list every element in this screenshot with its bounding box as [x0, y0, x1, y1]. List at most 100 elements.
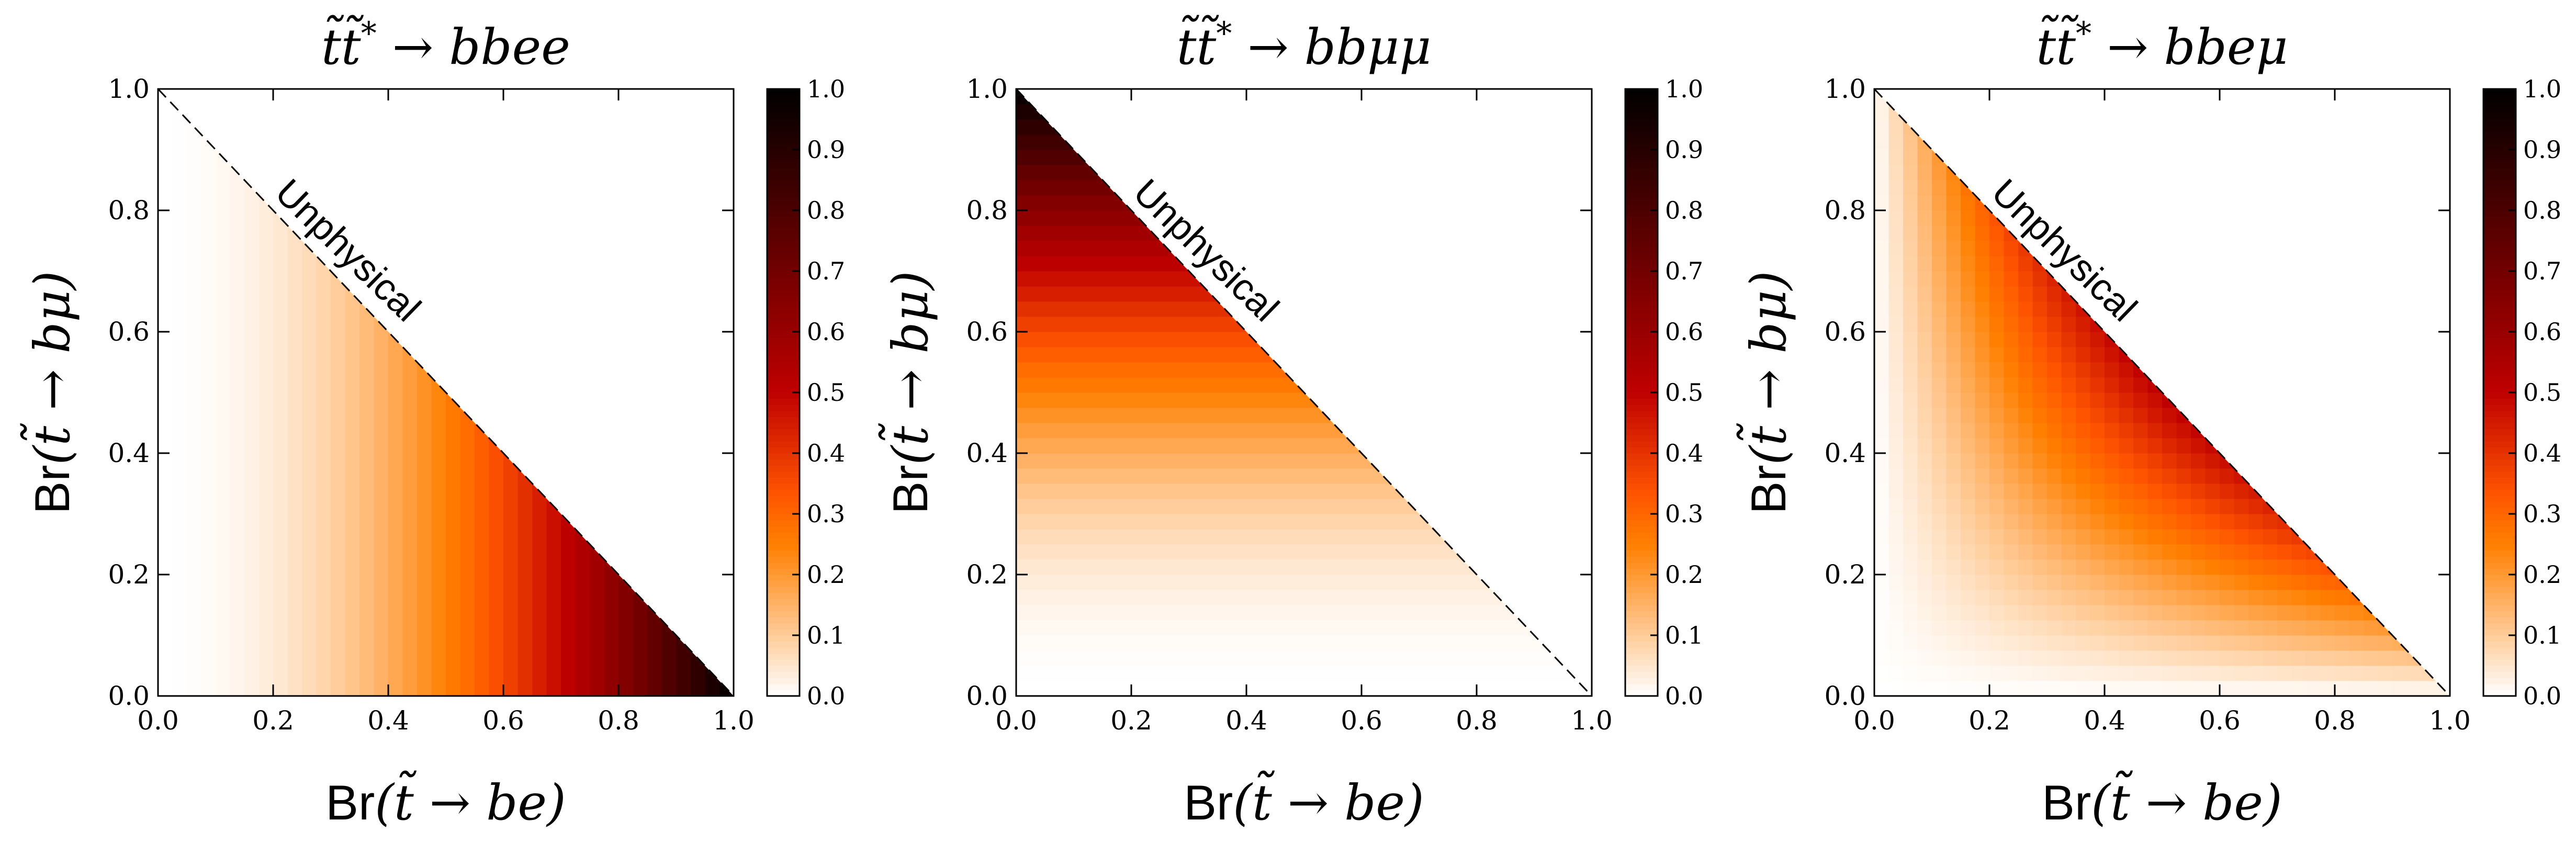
colorbar-step [1625, 550, 1658, 557]
heatmap-cell [331, 392, 346, 408]
colorbar-step [1625, 307, 1658, 314]
heatmap-cell [230, 423, 245, 439]
heatmap-cell [287, 453, 302, 469]
heatmap-cell [2032, 681, 2048, 696]
heatmap-cell [1888, 150, 1904, 165]
heatmap-cell [1874, 681, 1889, 696]
heatmap-cell [503, 620, 519, 636]
heatmap-cell [1946, 650, 1961, 666]
heatmap-cell [172, 317, 187, 332]
heatmap-cell [1961, 575, 1976, 590]
heatmap-cell [1174, 408, 1189, 423]
heatmap-cell [1246, 681, 1262, 696]
heatmap-cell [2176, 681, 2191, 696]
heatmap-cell [402, 453, 418, 469]
heatmap-cell [489, 514, 504, 530]
heatmap-cell [287, 286, 302, 302]
heatmap-cell [287, 499, 302, 514]
colorbar-step [1625, 125, 1658, 132]
heatmap-cell [2191, 681, 2206, 696]
heatmap-cell [2147, 620, 2163, 636]
heatmap-cell [2421, 681, 2436, 696]
heatmap-cell [1975, 332, 1990, 347]
heatmap-cell [1131, 271, 1146, 287]
heatmap-cell [1932, 635, 1947, 651]
colorbar-step [1625, 143, 1658, 150]
heatmap-cell [1333, 681, 1348, 696]
heatmap-cell [345, 544, 360, 560]
heatmap-cell [2234, 514, 2249, 530]
heatmap-cell [1088, 468, 1103, 484]
heatmap-cell [258, 423, 274, 439]
heatmap-cell [388, 362, 403, 378]
heatmap-cell [1362, 666, 1377, 681]
heatmap-cell [201, 226, 216, 241]
heatmap-cell [187, 195, 202, 211]
colorbar-tick-label: 0.8 [807, 196, 845, 224]
heatmap-cell [446, 499, 461, 514]
colorbar-step [767, 568, 800, 575]
heatmap-cell [489, 650, 504, 666]
heatmap-cell [1520, 635, 1535, 651]
heatmap-cell [2147, 468, 2163, 484]
colorbar-step [2483, 514, 2516, 521]
heatmap-cell [374, 635, 389, 651]
heatmap-cell [1932, 666, 1947, 681]
heatmap-cell [2119, 620, 2134, 636]
heatmap-cell [2090, 544, 2105, 560]
heatmap-cell [1174, 529, 1189, 545]
heatmap-cell [1160, 681, 1175, 696]
heatmap-cell [345, 681, 360, 696]
heatmap-cell [2162, 635, 2177, 651]
heatmap-cell [1088, 271, 1103, 287]
heatmap-cell [1059, 408, 1074, 423]
chart-title: t̃t̃* → bbeμ [2036, 15, 2288, 76]
heatmap-cell [2018, 514, 2033, 530]
heatmap-cell [2220, 514, 2235, 530]
heatmap-cell [1232, 529, 1247, 545]
heatmap-cell [316, 408, 331, 423]
heatmap-cell [2335, 635, 2350, 651]
heatmap-cell [417, 544, 432, 560]
heatmap-cell [2018, 438, 2033, 454]
heatmap-cell [2162, 590, 2177, 605]
heatmap-cell [2162, 544, 2177, 560]
heatmap-cell [1088, 256, 1103, 272]
colorbar-tick-label: 0.9 [1665, 136, 1703, 164]
x-axis-ticks: 0.0 0.2 0.4 0.6 0.8 1.0 [137, 89, 755, 736]
heatmap-cell [1045, 590, 1060, 605]
heatmap-cell [374, 423, 389, 439]
heatmap-cell [331, 332, 346, 347]
heatmap-cell [1174, 317, 1189, 332]
heatmap-cell [661, 681, 677, 696]
colorbar-step [1625, 678, 1658, 684]
heatmap-cell [1903, 226, 1918, 241]
heatmap-cell [1131, 590, 1146, 605]
heatmap-cell [1074, 453, 1089, 469]
heatmap-cell [1030, 286, 1045, 302]
heatmap-cell [345, 529, 360, 545]
heatmap-cell [1961, 559, 1976, 575]
heatmap-cell [1016, 392, 1031, 408]
heatmap-cell [1103, 256, 1118, 272]
heatmap-cell [273, 484, 288, 499]
heatmap-cell [2119, 635, 2134, 651]
heatmap-cell [1961, 635, 1976, 651]
colorbar-step [767, 258, 800, 265]
heatmap-cell [1888, 423, 1904, 439]
heatmap-cell [1289, 635, 1304, 651]
heatmap-cell [359, 347, 375, 363]
heatmap-cell [1946, 605, 1961, 621]
heatmap-cell [1218, 377, 1233, 393]
heatmap-cell [1203, 544, 1218, 560]
heatmap-cell [1362, 559, 1377, 575]
heatmap-cell [1174, 301, 1189, 317]
heatmap-cell [2133, 423, 2148, 439]
heatmap-cell [187, 347, 202, 363]
heatmap-cell [446, 544, 461, 560]
heatmap-cell [374, 620, 389, 636]
heatmap-cell [1131, 241, 1146, 256]
colorbar-tick-label: 0.4 [2523, 439, 2561, 467]
heatmap-cell [618, 666, 634, 681]
heatmap-cell [1045, 195, 1060, 211]
